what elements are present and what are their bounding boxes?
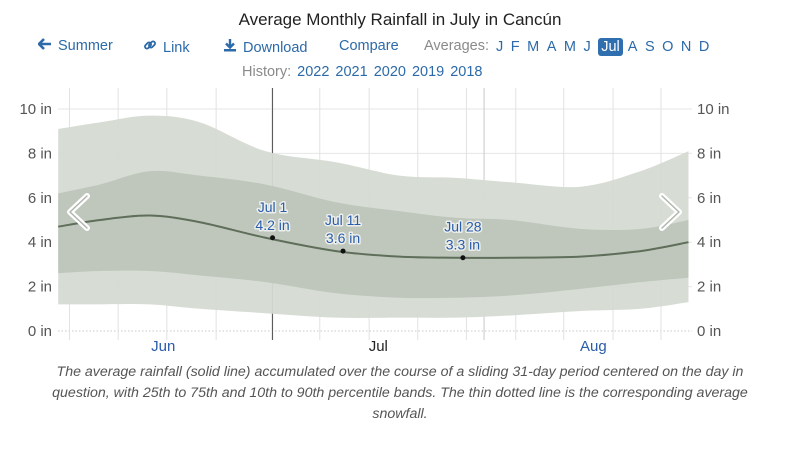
annotation-halo: 4.2 in (255, 217, 289, 233)
y-tick-label-left: 4 in (28, 234, 52, 251)
y-tick-label-left: 6 in (28, 190, 52, 207)
month-may[interactable]: M (563, 39, 576, 55)
month-dec[interactable]: D (698, 39, 710, 55)
x-axis-month-labels: Jun Jul Aug (151, 338, 606, 355)
y-tick-label-right: 8 in (697, 145, 721, 162)
y-axis-right-labels: 0 in 2 in 4 in 6 in 8 in 10 in (697, 101, 730, 340)
x-month-label-jun: Jun (151, 338, 175, 355)
y-tick-label-right: 0 in (697, 323, 721, 340)
month-mar[interactable]: M (527, 39, 540, 55)
history-year-2021[interactable]: 2021 (335, 64, 368, 80)
download-button[interactable]: Download (223, 38, 308, 56)
arrow-left-icon (37, 38, 52, 54)
annotation-halo: Jul 28 (444, 219, 482, 235)
month-feb[interactable]: F (510, 39, 520, 55)
rainfall-chart: 0 in 2 in 4 in 6 in 8 in 10 in 0 in 2 in 4 in 6 … (19, 88, 730, 355)
y-tick-label-left: 2 in (28, 279, 52, 296)
percentile-bands (58, 115, 689, 319)
annotation-value: 3.6 in (326, 230, 360, 246)
month-apr[interactable]: A (546, 39, 557, 55)
month-selector: J F M A M J Jul A S O N D (496, 38, 717, 56)
annotation-point (460, 255, 466, 261)
annotation-halo: Jul 1 (258, 199, 288, 215)
link-button[interactable]: Link (143, 38, 190, 56)
history-label: History: (242, 64, 292, 80)
toolbar: Summer Link Download Compare Averages: J… (0, 38, 800, 60)
prev-month-arrow[interactable] (67, 193, 90, 231)
month-sep[interactable]: S (644, 39, 655, 55)
chart-title: Average Monthly Rainfall in July in Canc… (238, 10, 562, 29)
month-oct[interactable]: O (662, 39, 674, 55)
averages-label: Averages: (424, 38, 490, 54)
history-year-2019[interactable]: 2019 (411, 64, 445, 80)
series-lines (58, 214, 689, 259)
annotation-halo: 3.6 in (326, 230, 360, 246)
average-rainfall-line (58, 214, 689, 259)
month-aug[interactable]: A (627, 39, 638, 55)
download-icon (223, 38, 237, 56)
annotation-date: Jul 1 (258, 199, 288, 215)
y-tick-label-left: 0 in (28, 323, 52, 340)
month-jul-selected[interactable]: Jul (598, 38, 623, 56)
y-axis-left-labels: 0 in 2 in 4 in 6 in 8 in 10 in (19, 101, 52, 340)
download-label: Download (243, 40, 308, 56)
link-icon (143, 38, 157, 56)
annotation-value: 3.3 in (446, 237, 480, 253)
history-year-2022[interactable]: 2022 (297, 64, 330, 80)
x-month-label-aug: Aug (580, 338, 607, 355)
next-month-arrow[interactable] (659, 193, 682, 231)
annotation-date: Jul 11 (325, 212, 362, 228)
compare-button[interactable]: Compare (339, 38, 399, 54)
history-year-2020[interactable]: 2020 (373, 64, 406, 80)
y-tick-label-right: 4 in (697, 234, 721, 251)
annotation-point (270, 235, 276, 241)
x-month-label-jul: Jul (369, 338, 388, 355)
month-jan[interactable]: J (496, 39, 504, 55)
back-summer-label: Summer (58, 38, 113, 54)
y-tick-label-right: 6 in (697, 190, 721, 207)
annotation-point (340, 248, 346, 254)
annotation-halo: Jul 11 (325, 212, 362, 228)
link-label: Link (163, 40, 190, 56)
y-tick-label-right: 2 in (697, 279, 721, 296)
history-row: History: 2022 2021 2020 2019 2018 (242, 64, 488, 80)
month-jun[interactable]: J (583, 39, 591, 55)
history-year-2018[interactable]: 2018 (450, 64, 483, 80)
annotation-value: 4.2 in (255, 217, 289, 233)
annotation-date: Jul 28 (444, 219, 482, 235)
month-nov[interactable]: N (680, 39, 692, 55)
chart-caption: The average rainfall (solid line) accumu… (52, 364, 748, 422)
back-summer-link[interactable]: Summer (37, 38, 113, 54)
y-tick-label-right: 10 in (697, 101, 730, 118)
annotation-halo: 3.3 in (446, 237, 480, 253)
band-25-75 (58, 170, 689, 299)
y-tick-label-left: 8 in (28, 145, 52, 162)
y-tick-label-left: 10 in (19, 101, 52, 118)
